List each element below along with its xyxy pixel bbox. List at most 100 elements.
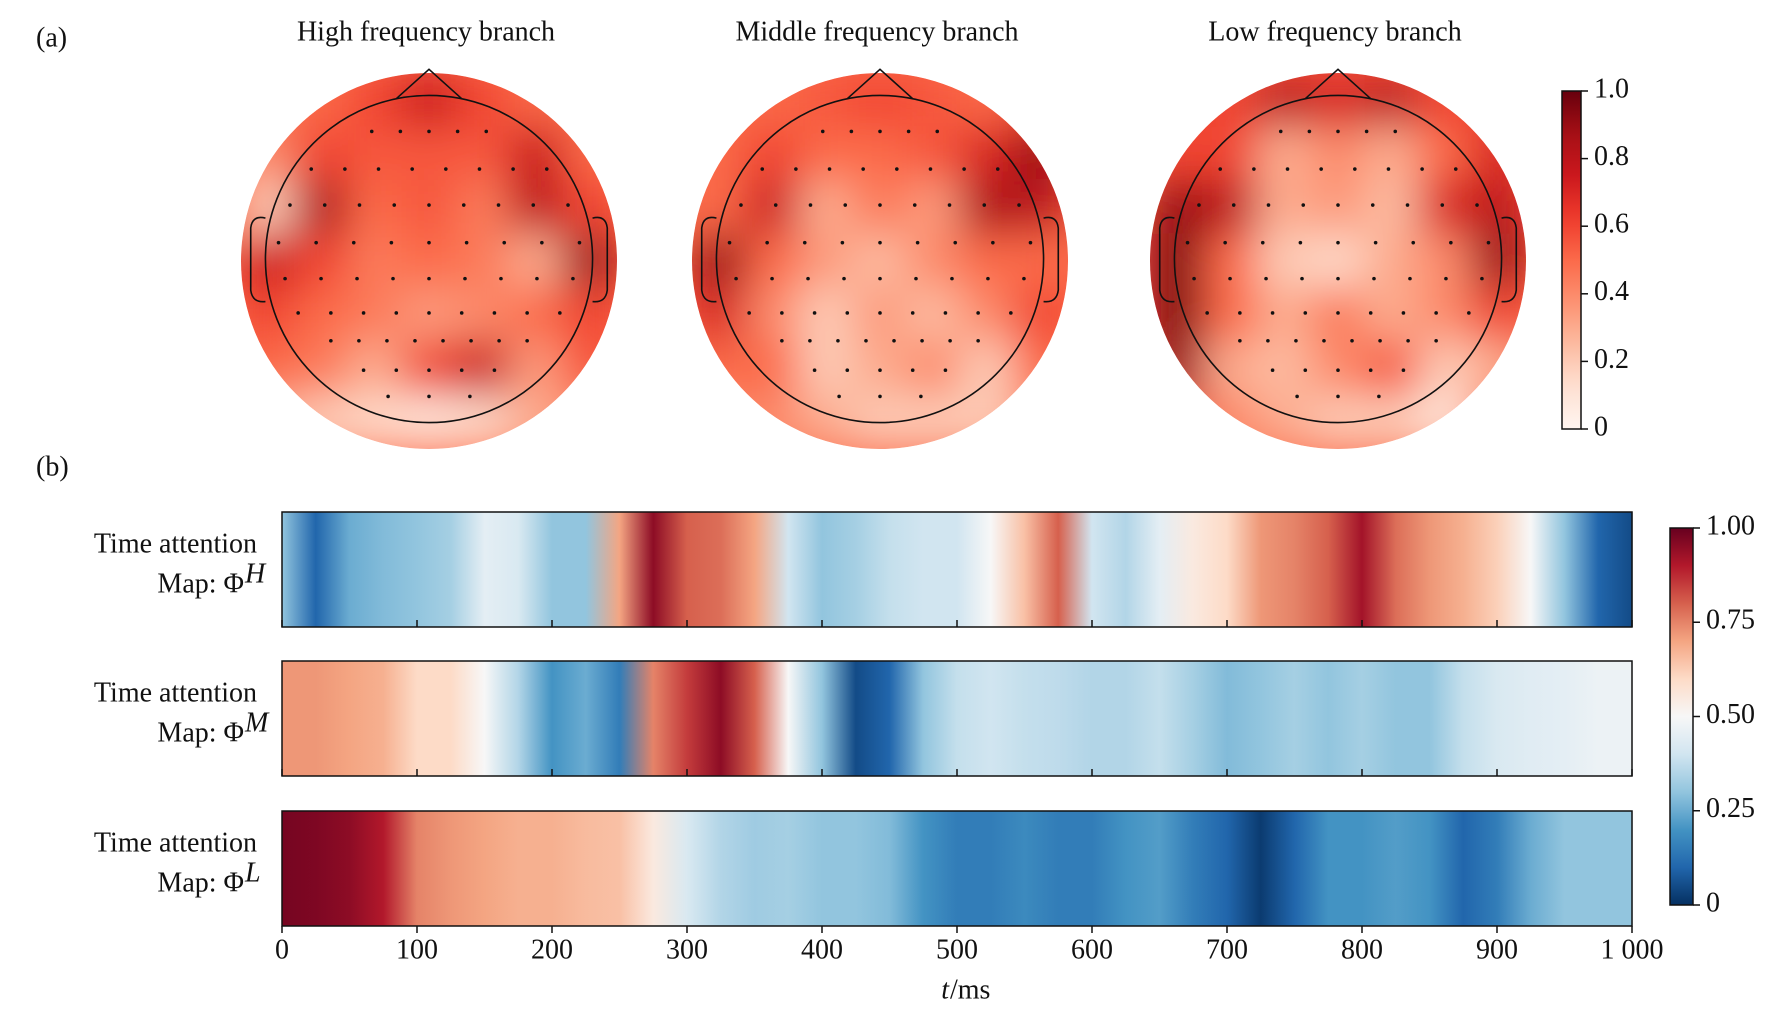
strip-cell <box>282 512 300 627</box>
strip-cell <box>602 661 637 776</box>
topomap-cell <box>692 179 747 235</box>
colorbar-tick-label: 0.4 <box>1594 276 1629 307</box>
strip-cell <box>1412 661 1447 776</box>
topomap-cell <box>401 73 457 128</box>
topomap-cell <box>241 287 296 343</box>
strip-cell <box>282 811 300 926</box>
topomap-cell <box>1418 126 1473 181</box>
x-tick-label: 800 <box>1341 934 1383 965</box>
topomap-cell <box>798 287 854 343</box>
topomap-cell <box>1150 179 1205 235</box>
strip-cell <box>1041 811 1076 926</box>
panel-label: (b) <box>36 451 69 482</box>
topomap-cell <box>1471 73 1526 128</box>
strip-cell <box>973 811 1009 926</box>
strip-cell <box>400 512 435 627</box>
strip-cell <box>636 661 671 776</box>
topomap-cell <box>960 126 1015 181</box>
colorbar <box>1561 90 1582 430</box>
topomap-cell <box>1256 287 1312 343</box>
strip-cell <box>1311 811 1346 926</box>
topomap-cell <box>1471 341 1526 396</box>
strip-cell <box>1547 811 1582 926</box>
topomap-cell <box>1364 179 1420 235</box>
row-label: Time attention <box>94 827 257 858</box>
strip-cell <box>838 811 874 926</box>
strip-cell <box>636 512 671 627</box>
topomap-cell <box>1013 287 1068 343</box>
strip-cell <box>602 811 637 926</box>
strip-cell <box>670 512 705 627</box>
topomap-cell <box>1418 287 1473 343</box>
head-outline <box>249 68 609 424</box>
topomap-cell <box>562 341 617 396</box>
topomap-cell <box>906 394 962 449</box>
topomap <box>1150 73 1526 449</box>
topomap-cell <box>692 287 747 343</box>
strip-cell <box>332 811 367 926</box>
topomap-cell <box>1203 179 1258 235</box>
strip-cell <box>298 811 334 926</box>
strip-cell <box>1210 661 1245 776</box>
topomap-cell <box>692 341 747 396</box>
topomap-cell <box>1013 394 1068 449</box>
x-axis-label: /ms <box>950 974 990 1005</box>
strip-cell <box>1345 661 1380 776</box>
strip-cell <box>1412 512 1447 627</box>
strip-cell <box>1615 661 1633 776</box>
topomap-cell <box>960 179 1015 235</box>
topomap-cell <box>294 179 349 235</box>
topomap-cell <box>1013 341 1068 396</box>
strip-cell <box>670 661 705 776</box>
strip-cell <box>973 661 1009 776</box>
strip-cell <box>1446 512 1481 627</box>
strip-cell <box>501 512 536 627</box>
x-tick-label: 600 <box>1071 934 1113 965</box>
topomap-field <box>241 73 617 449</box>
strip-cell <box>1513 512 1549 627</box>
strip-cell <box>1277 811 1312 926</box>
strip-cell <box>1581 811 1616 926</box>
topomap-cell <box>798 179 854 235</box>
topomap-cell <box>455 179 511 235</box>
colorbar-tick-label: 0 <box>1594 411 1608 442</box>
strip-cell <box>838 512 874 627</box>
attention-strip <box>282 512 1633 627</box>
topomap-cell <box>1256 341 1312 396</box>
strip-cell <box>1345 811 1380 926</box>
topomap-cell <box>241 73 296 128</box>
strip-cell <box>1615 512 1633 627</box>
topomap-cell <box>294 73 349 128</box>
strip-cell <box>602 512 637 627</box>
row-label-symbol: Map: Φ <box>157 867 244 898</box>
strip-cell <box>1075 661 1110 776</box>
topomap-cell <box>347 394 403 449</box>
strip-cell <box>1142 661 1177 776</box>
strip-cell <box>1480 512 1515 627</box>
topomap-cell <box>509 73 564 128</box>
topomap-cell <box>960 287 1015 343</box>
strip-cell <box>1547 661 1582 776</box>
topomap-cell <box>562 73 617 128</box>
strip-cell <box>366 661 401 776</box>
x-tick-label: 200 <box>531 934 573 965</box>
topomap-cell <box>294 287 349 343</box>
strip-cell <box>1176 512 1211 627</box>
strip-cell <box>366 512 401 627</box>
strip-cell <box>400 811 435 926</box>
topomap-field <box>1150 73 1526 449</box>
strip-cell <box>332 661 367 776</box>
row-label-superscript: M <box>244 707 270 738</box>
strip-cell <box>1446 661 1481 776</box>
topomap-cell <box>1471 179 1526 235</box>
topomap-cell <box>1310 126 1366 181</box>
topomap-cell <box>294 341 349 396</box>
strip-cell <box>1142 512 1177 627</box>
strip-cell <box>1176 661 1211 776</box>
strip-cell <box>1581 512 1616 627</box>
topomap-cell <box>1150 126 1205 181</box>
topomap-cell <box>1203 394 1258 449</box>
topomap-cell <box>294 126 349 181</box>
strip-cell <box>1108 811 1144 926</box>
strip-cell <box>1108 661 1144 776</box>
